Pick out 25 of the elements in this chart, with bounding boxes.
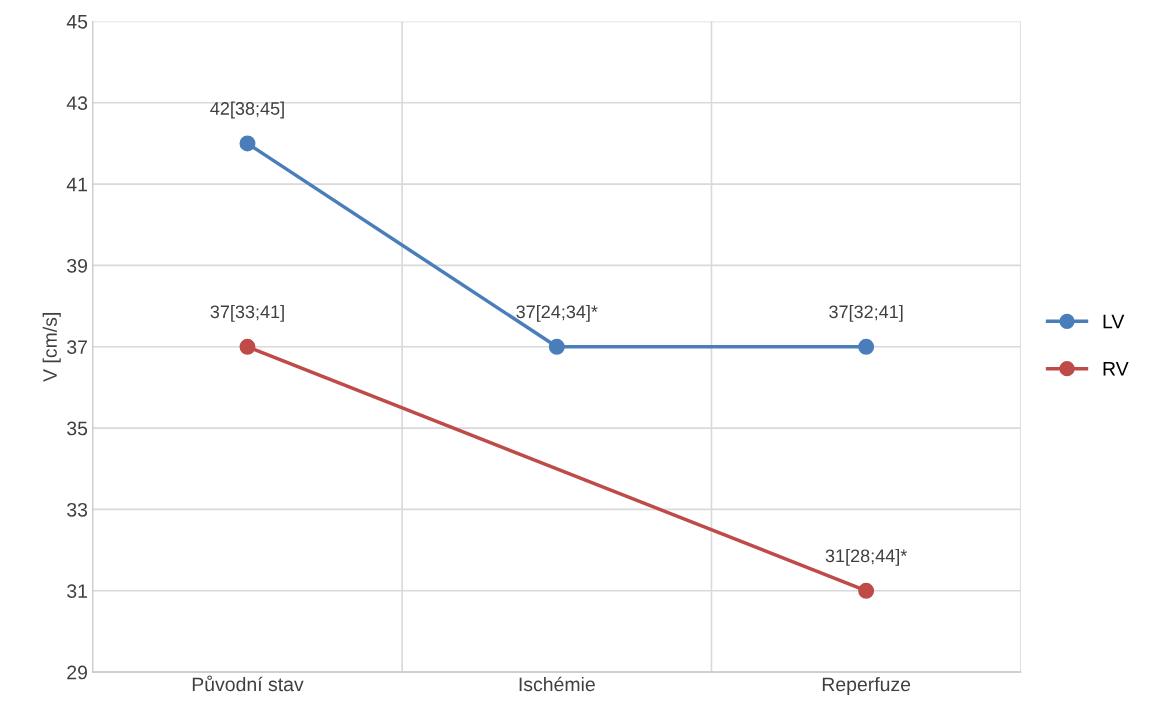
point (239, 338, 256, 355)
data-label: 42[38;45] (210, 101, 284, 119)
point (548, 338, 565, 355)
point (858, 582, 875, 599)
point (239, 135, 256, 152)
data-label: 37[24;34]* (516, 304, 598, 322)
y-tick-label: 39 (67, 258, 88, 273)
data-label: 31[28;44]* (825, 548, 908, 566)
y-tick-label: 35 (67, 421, 88, 436)
y-tick-label: 43 (66, 96, 88, 111)
y-tick-label: 41 (66, 177, 87, 192)
data-label: 37[32;41] (829, 304, 903, 322)
data-label: 37[33;41] (210, 304, 284, 322)
y-tick-label: 45 (66, 15, 88, 29)
y-tick-label: 29 (67, 665, 88, 680)
point (858, 338, 875, 355)
legend-label: RV (1103, 362, 1129, 376)
y-tick-label: 31 (67, 584, 87, 599)
y-axis-title: V [cm/s] (42, 313, 61, 382)
x-tick-label: Reperfuze (822, 676, 911, 696)
x-tick-label: Ischémie (519, 676, 595, 692)
x-tick-label: Původní stav (192, 675, 304, 692)
legend-label: LV (1103, 314, 1125, 329)
y-tick-label: 33 (67, 502, 88, 517)
y-tick-label: 37 (67, 340, 87, 355)
